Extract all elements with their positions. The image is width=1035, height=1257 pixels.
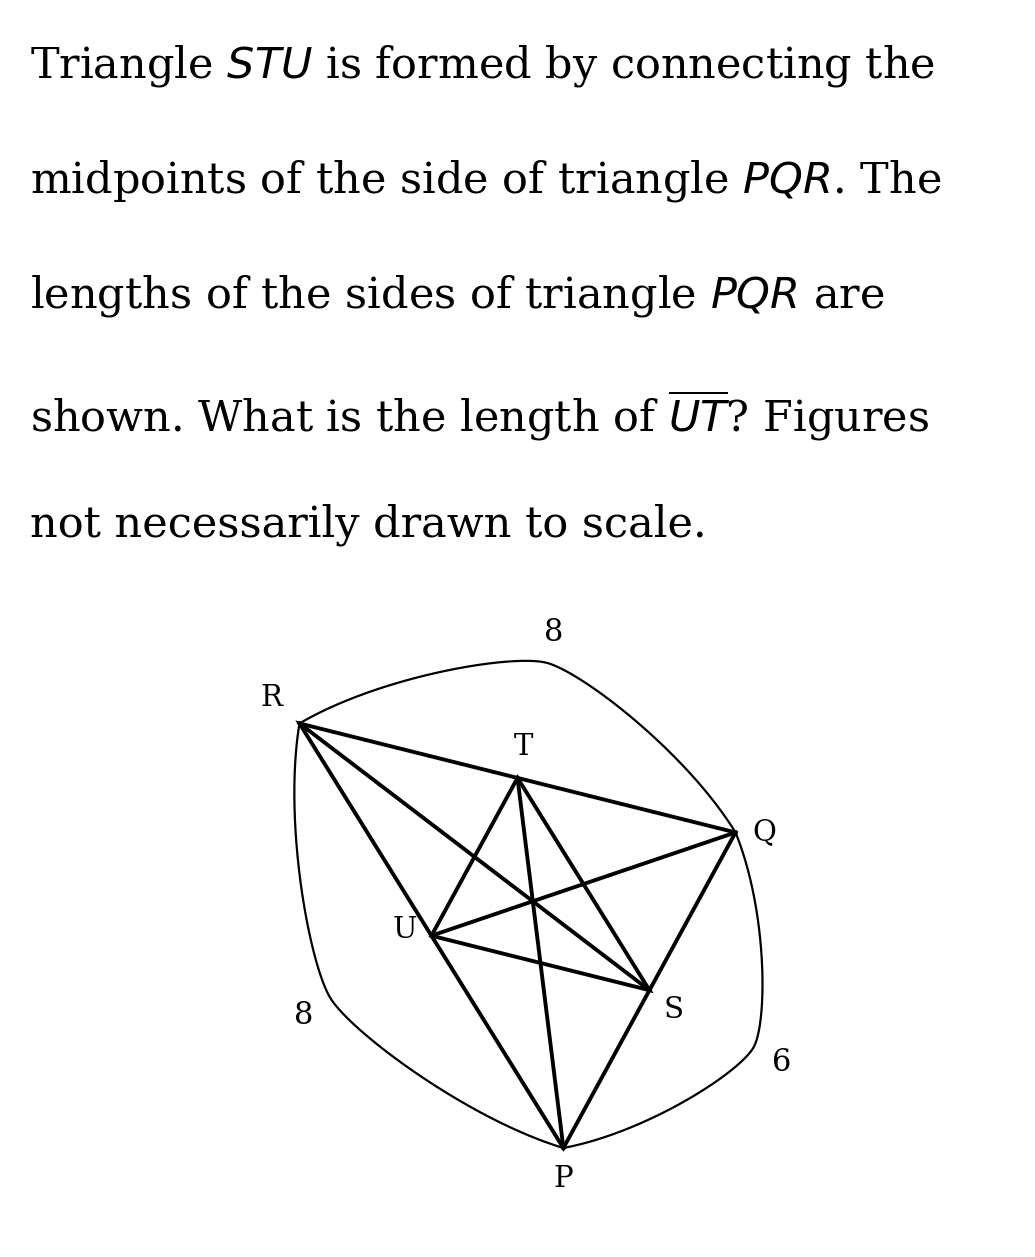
Text: lengths of the sides of triangle $\mathit{PQR}$ are: lengths of the sides of triangle $\mathi… [30,273,885,319]
Text: 8: 8 [544,617,564,647]
Text: shown. What is the length of $\overline{UT}$? Figures: shown. What is the length of $\overline{… [30,388,929,442]
Text: Q: Q [752,818,776,846]
Text: T: T [513,733,533,760]
Text: R: R [260,684,283,711]
Text: midpoints of the side of triangle $\mathit{PQR}$. The: midpoints of the side of triangle $\math… [30,158,942,204]
Text: S: S [663,996,684,1024]
Text: Triangle $\mathit{STU}$ is formed by connecting the: Triangle $\mathit{STU}$ is formed by con… [30,43,936,89]
Text: 6: 6 [772,1047,791,1077]
Text: 8: 8 [294,999,314,1031]
Text: not necessarily drawn to scale.: not necessarily drawn to scale. [30,503,707,546]
Text: P: P [554,1165,573,1193]
Text: U: U [392,916,417,944]
